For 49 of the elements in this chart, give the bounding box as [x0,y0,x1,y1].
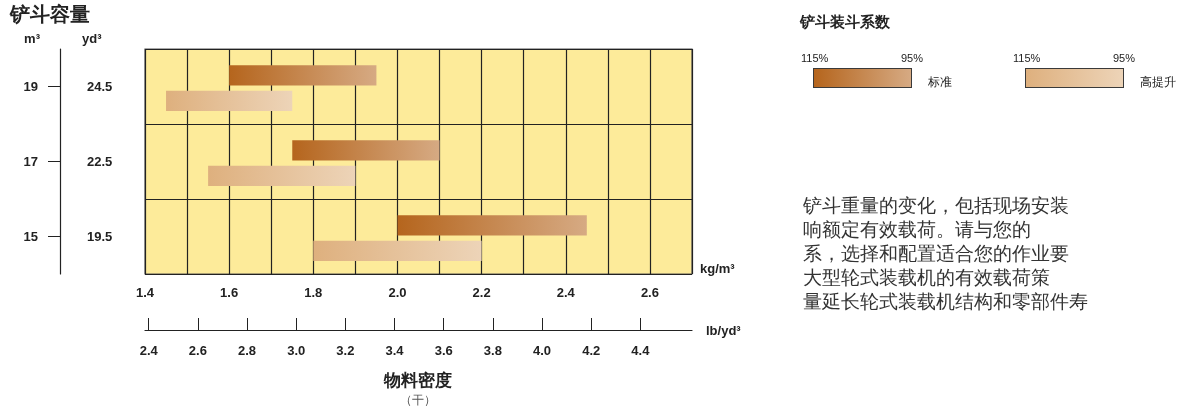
x-tick-label: 1.4 [135,285,155,300]
chart-title: 铲斗容量 [9,3,90,25]
x2-axis-title: lb/yd³ [706,322,742,338]
x2-tick-label: 2.4 [139,343,159,358]
bar [208,165,356,186]
text: 系，选择和配置适合您的作业要 [803,243,1069,264]
y2-tick-label: 24.5 [87,79,113,94]
text: 高提升 [1140,75,1176,89]
y2-tick-label: 22.5 [87,154,113,169]
bar [397,215,587,236]
y-tick-label: 17 [23,154,38,169]
x2-tick-label: 3.0 [287,343,306,358]
text: （干） [400,393,436,407]
x2-tick-label: 3.4 [385,343,405,358]
x2-tick-label: 2.6 [188,343,207,358]
x-tick-label: 2.4 [556,285,576,300]
text: 响额定有效载荷。请与您的 [803,219,1031,240]
x2-tick-label: 3.8 [483,343,502,358]
x-tick-label: 1.6 [220,285,239,300]
bar [229,65,377,86]
y-tick-label: 19 [23,79,38,94]
text: 115% [801,51,829,64]
x-axis-title: 物料密度 [383,371,452,390]
text: kg/m³ [700,261,736,276]
x2-tick-label: 3.2 [336,343,355,358]
x2-tick-label: 4.0 [533,343,552,358]
x2-tick-label: 2.8 [237,343,257,358]
y-tick-label: 15 [23,229,38,244]
bar [313,240,482,261]
x-tick-label: 1.8 [304,285,323,300]
legend-title: 铲斗装斗系数 [799,13,891,30]
bar [166,90,293,111]
y-axis-title: m³ [24,31,41,46]
text: 95% [1113,51,1136,64]
x-tick-label: 2.6 [640,285,659,300]
x-tick-label: 2.0 [388,285,407,300]
text: 大型轮式装载机的有效载荷策 [803,267,1050,288]
y2-tick-label: 19.5 [87,229,113,244]
bar [292,140,440,161]
text: 115% [1013,51,1041,64]
text: 铲斗重量的变化，包括现场安装 [802,195,1069,216]
text: 标准 [927,75,952,89]
y2-axis-title: yd³ [82,31,103,46]
x2-tick-label: 3.6 [434,343,453,358]
text: 95% [901,51,924,64]
x-tick-label: 2.2 [472,285,491,300]
text: 量延长轮式装载机结构和零部件寿 [803,291,1088,312]
x2-tick-label: 4.2 [582,343,601,358]
x2-tick-label: 4.4 [631,343,651,358]
